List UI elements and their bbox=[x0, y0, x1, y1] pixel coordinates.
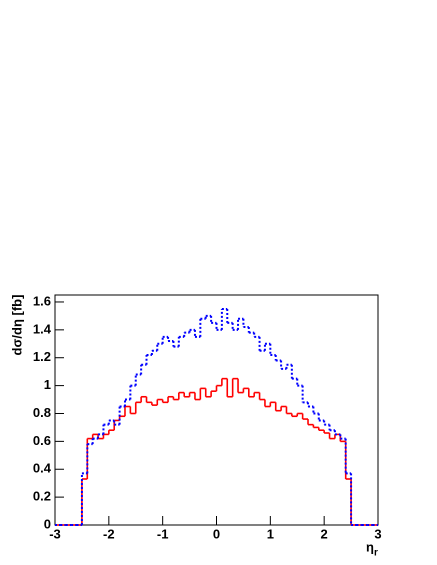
x-tick-label: -2 bbox=[103, 526, 115, 541]
x-axis-label-sub: r bbox=[374, 548, 378, 559]
y-tick-label: 0.8 bbox=[33, 405, 51, 420]
y-tick-label: 0.4 bbox=[33, 461, 52, 476]
x-tick-label: 2 bbox=[321, 526, 328, 541]
y-tick-label: 1.4 bbox=[33, 321, 52, 336]
y-tick-label: 0.2 bbox=[33, 489, 51, 504]
y-tick-label: 1 bbox=[44, 377, 51, 392]
y-tick-label: 0 bbox=[44, 516, 51, 531]
x-tick-label: -3 bbox=[49, 526, 61, 541]
x-tick-label: 3 bbox=[374, 526, 381, 541]
y-tick-label: 1.2 bbox=[33, 349, 51, 364]
y-axis-label: dσ/dη [fb] bbox=[9, 295, 24, 356]
x-tick-label: 1 bbox=[267, 526, 274, 541]
x-tick-label: 0 bbox=[213, 526, 220, 541]
y-tick-label: 0.6 bbox=[33, 433, 51, 448]
y-tick-label: 1.6 bbox=[33, 293, 51, 308]
x-axis-label: η bbox=[366, 539, 374, 554]
x-tick-label: -1 bbox=[157, 526, 169, 541]
